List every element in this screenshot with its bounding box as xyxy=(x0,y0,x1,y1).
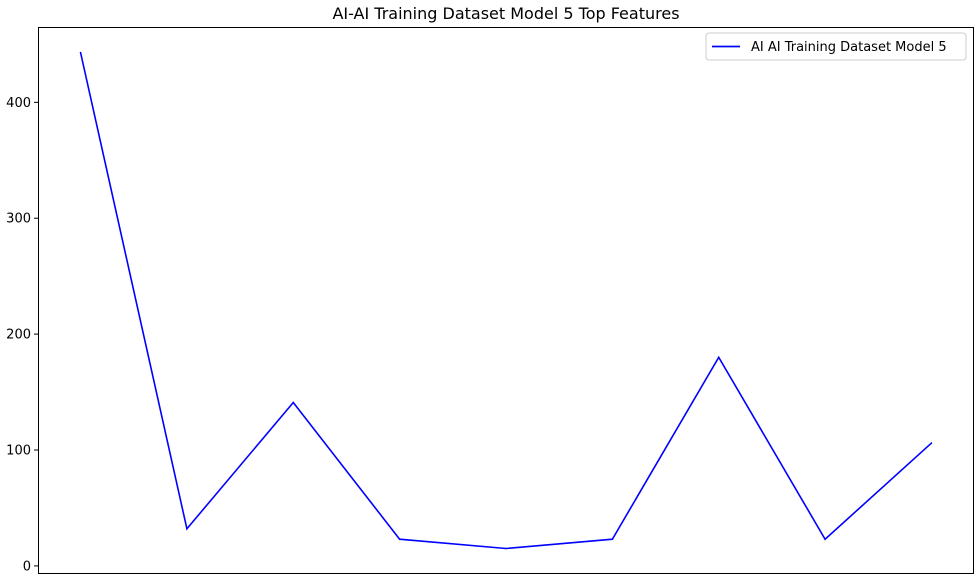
y-tick-label: 200 xyxy=(6,328,31,343)
data-point xyxy=(611,538,614,541)
legend-box xyxy=(705,32,967,61)
y-tick-label: 100 xyxy=(6,443,31,458)
legend: AI AI Training Dataset Model 5 xyxy=(705,32,967,61)
y-tick-label: 400 xyxy=(6,96,31,111)
plot-frame xyxy=(38,27,974,574)
legend-label: AI AI Training Dataset Model 5 xyxy=(751,40,947,55)
data-point xyxy=(930,442,933,444)
y-axis-ticks: 0 100 200 300 400 xyxy=(6,96,38,574)
data-point xyxy=(398,538,401,541)
y-tick-label: 300 xyxy=(6,212,31,227)
data-point xyxy=(79,51,82,54)
series-line xyxy=(79,52,932,550)
data-point xyxy=(505,547,507,550)
data-point xyxy=(292,401,295,404)
chart-title: AI-AI Training Dataset Model 5 Top Featu… xyxy=(332,4,679,23)
data-point xyxy=(717,356,720,359)
y-tick-label: 0 xyxy=(23,559,31,574)
plot-area xyxy=(79,51,933,550)
data-point xyxy=(824,538,826,541)
data-point xyxy=(186,528,188,530)
